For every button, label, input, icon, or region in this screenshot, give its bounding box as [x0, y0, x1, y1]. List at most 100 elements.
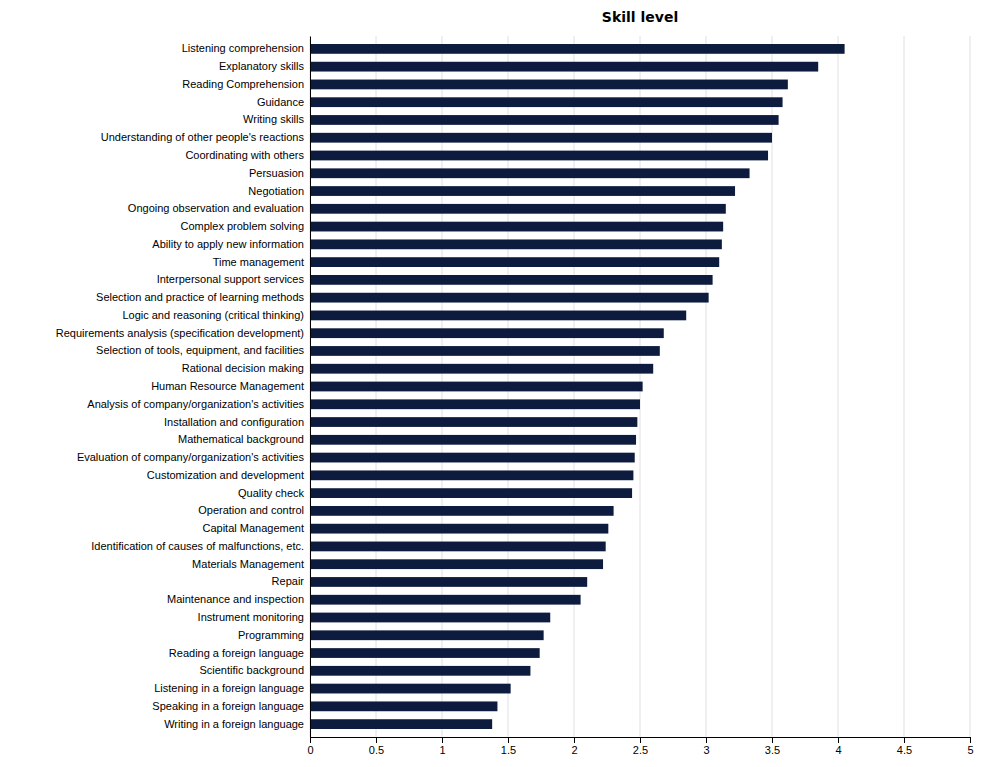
y-tick-label: Programming [238, 629, 304, 641]
bar [310, 44, 845, 54]
bar [310, 275, 713, 285]
y-tick: Human Resource Management [151, 380, 310, 392]
bar [310, 311, 686, 321]
bar [310, 80, 788, 90]
y-tick-label: Quality check [238, 487, 305, 499]
x-tick-label: 4.5 [897, 744, 912, 756]
y-tick: Selection and practice of learning metho… [96, 291, 310, 303]
y-tick: Persuasion [249, 167, 310, 179]
bar [310, 417, 637, 427]
bar [310, 115, 779, 125]
y-tick-label: Materials Management [192, 558, 304, 570]
y-tick-label: Customization and development [147, 469, 304, 481]
y-tick-label: Human Resource Management [151, 380, 304, 392]
bar [310, 701, 497, 711]
bar [310, 488, 632, 498]
y-tick: Installation and configuration [164, 416, 310, 428]
y-tick: Identification of causes of malfunctions… [91, 540, 310, 552]
y-tick: Analysis of company/organization's activ… [87, 398, 310, 410]
bar [310, 364, 653, 374]
y-tick-label: Capital Management [202, 522, 304, 534]
grid-line [904, 36, 905, 737]
y-tick: Writing skills [243, 113, 310, 125]
y-tick-label: Repair [272, 575, 305, 587]
y-tick-label: Listening comprehension [182, 42, 304, 54]
y-tick-label: Interpersonal support services [157, 273, 305, 285]
y-tick-label: Scientific background [199, 664, 304, 676]
y-tick-label: Reading Comprehension [182, 78, 304, 90]
bar [310, 97, 783, 107]
y-tick-label: Selection and practice of learning metho… [96, 291, 304, 303]
y-tick-label: Persuasion [249, 167, 304, 179]
y-tick-label: Writing skills [243, 113, 304, 125]
grid [310, 36, 970, 737]
x-tick-mark [706, 737, 707, 743]
bar [310, 328, 664, 338]
x-tick-label: 0 [307, 744, 313, 756]
y-tick: Capital Management [202, 522, 310, 534]
y-tick: Negotiation [248, 185, 310, 197]
title: Skill level [602, 9, 678, 25]
y-tick-label: Reading a foreign language [169, 647, 304, 659]
x-tick-mark [970, 737, 971, 743]
bar [310, 382, 643, 392]
y-tick: Listening comprehension [182, 42, 310, 54]
grid-line [970, 36, 971, 737]
y-tick-label: Explanatory skills [219, 60, 304, 72]
grid-line [838, 36, 839, 737]
bar [310, 168, 750, 178]
x-tick: 2 [571, 737, 577, 756]
bar [310, 470, 633, 480]
x-tick: 1 [439, 737, 445, 756]
y-tick-label: Understanding of other people's reaction… [101, 131, 305, 143]
y-tick: Speaking in a foreign language [152, 700, 310, 712]
bar [310, 133, 772, 143]
y-axis-line [310, 37, 311, 738]
bar [310, 222, 723, 232]
x-tick-label: 4 [835, 744, 841, 756]
y-tick-label: Identification of causes of malfunctions… [91, 540, 304, 552]
bar [310, 559, 603, 569]
y-axis: Listening comprehension Explanatory skill… [56, 37, 311, 738]
y-tick-label: Complex problem solving [181, 220, 305, 232]
bar [310, 257, 719, 267]
y-tick: Reading Comprehension [182, 78, 310, 90]
y-tick-label: Maintenance and inspection [167, 593, 304, 605]
y-tick: Materials Management [192, 558, 310, 570]
chart: 00.511.522.533.544.55Listening comprehen… [0, 0, 1000, 767]
x-tick-label: 2.5 [633, 744, 648, 756]
x-tick: 2.5 [633, 737, 648, 756]
y-tick-label: Requirements analysis (specification dev… [56, 327, 304, 339]
x-tick-label: 3 [703, 744, 709, 756]
x-tick: 1.5 [501, 737, 516, 756]
x-tick-label: 5 [967, 744, 973, 756]
y-tick: Time management [213, 256, 310, 268]
y-tick: Requirements analysis (specification dev… [56, 327, 310, 339]
x-tick: 4 [835, 737, 841, 756]
y-tick-label: Time management [213, 256, 304, 268]
x-axis: 00.511.522.533.544.55 [307, 737, 973, 756]
y-tick: Mathematical background [178, 433, 310, 445]
x-tick-mark [574, 737, 575, 743]
x-tick-mark [442, 737, 443, 743]
y-tick-label: Ongoing observation and evaluation [128, 202, 304, 214]
x-tick: 3.5 [765, 737, 780, 756]
x-tick-mark [838, 737, 839, 743]
y-tick-label: Ability to apply new information [152, 238, 304, 250]
y-tick-label: Operation and control [198, 504, 304, 516]
y-tick-label: Writing in a foreign language [164, 718, 304, 730]
y-tick: Writing in a foreign language [164, 718, 310, 730]
bar [310, 204, 726, 214]
y-tick-label: Selection of tools, equipment, and facil… [96, 344, 304, 356]
y-tick: Instrument monitoring [198, 611, 310, 623]
y-tick: Guidance [257, 96, 310, 108]
x-tick-mark [904, 737, 905, 743]
y-tick: Operation and control [198, 504, 310, 516]
y-tick: Evaluation of company/organization's act… [77, 451, 310, 463]
bar [310, 648, 540, 658]
y-tick-label: Instrument monitoring [198, 611, 304, 623]
y-tick-label: Coordinating with others [185, 149, 304, 161]
x-tick-mark [508, 737, 509, 743]
bar [310, 239, 722, 249]
bar [310, 453, 635, 463]
